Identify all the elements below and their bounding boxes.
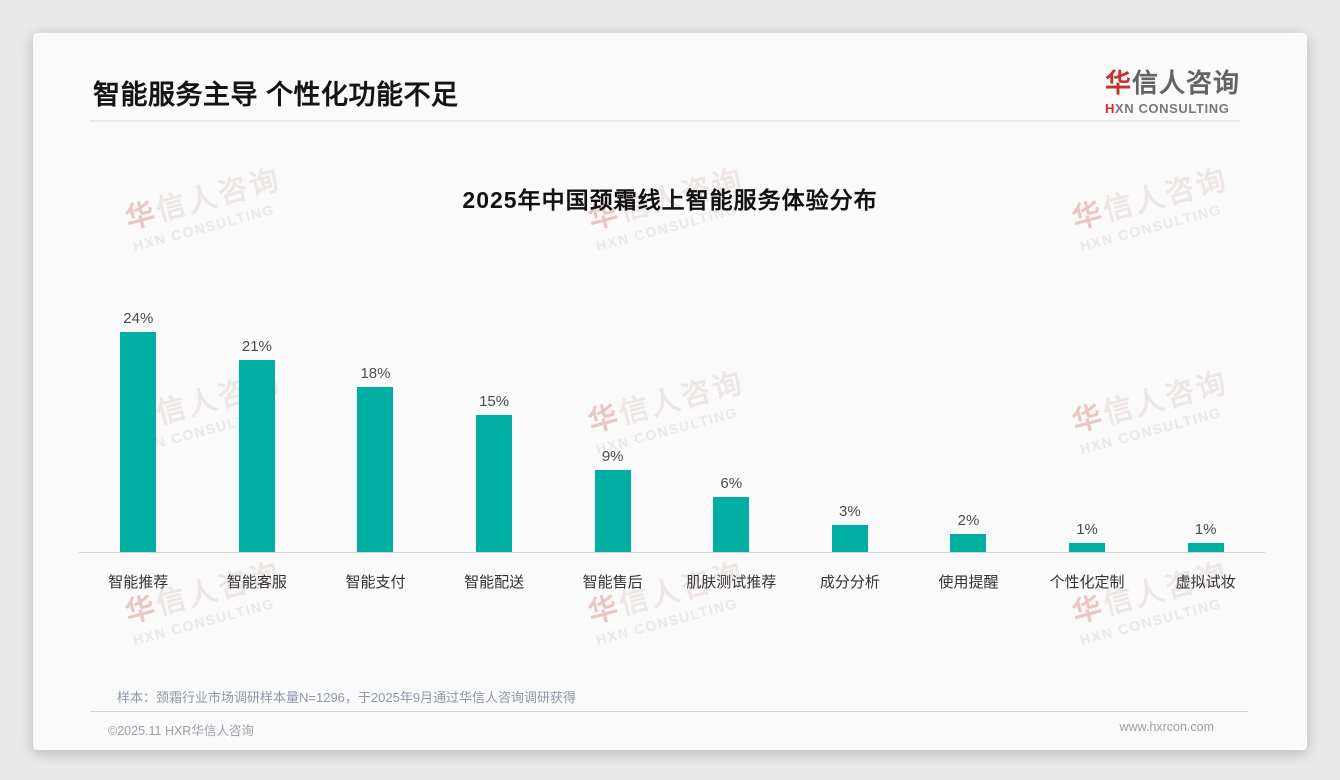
bar (238, 360, 275, 552)
brand-logo-en-rest: XN CONSULTING (1114, 101, 1230, 116)
brand-logo-cn-accent: 华 (1104, 68, 1132, 98)
brand-logo-cn: 华信人咨询 (1105, 63, 1240, 100)
footer: ©2025.11 HXR华信人咨询 www.hxrcon.com (33, 720, 1307, 739)
brand-logo-en-accent: H (1104, 101, 1115, 116)
bar (950, 534, 987, 552)
category-axis: 智能推荐 智能客服 智能支付 智能配送 智能售后 肌肤测试推荐 成分分析 使用提醒 个性化定制 虚… (79, 553, 1265, 592)
bar (357, 387, 394, 552)
bar-column: 24% (79, 310, 198, 552)
footer-divider (90, 711, 1248, 712)
bar-value-label: 24% (123, 310, 154, 327)
bar (831, 525, 868, 552)
bar-column: 6% (672, 475, 791, 552)
bar (1187, 543, 1224, 552)
bar-column: 1% (1146, 521, 1265, 552)
bar-value-label: 6% (720, 475, 743, 492)
bar (594, 470, 631, 552)
category-label: 虚拟试妆 (1175, 574, 1236, 591)
category-label: 肌肤测试推荐 (686, 574, 777, 591)
category-label: 智能配送 (464, 574, 525, 591)
page-title: 智能服务主导 个性化功能不足 (93, 80, 459, 110)
bar-column: 2% (909, 512, 1028, 552)
bar-value-label: 18% (360, 365, 391, 382)
bar-column: 18% (316, 365, 435, 552)
category-label: 智能售后 (582, 574, 643, 591)
bar (120, 332, 157, 552)
bar-value-label: 3% (839, 503, 861, 520)
bar-value-label: 1% (1194, 521, 1217, 538)
bar-column: 15% (435, 393, 554, 552)
category-label: 智能支付 (345, 574, 406, 591)
bar (476, 415, 513, 552)
website-text: www.hxrcon.com (1119, 720, 1214, 734)
category-label: 智能推荐 (108, 574, 169, 591)
bar-column: 9% (553, 448, 672, 552)
report-card: 华信人咨询 HXN CONSULTING 华信人咨询 HXN CONSULTING 华信… (33, 33, 1307, 750)
category-label: 成分分析 (819, 574, 880, 591)
bar-column: 21% (198, 338, 317, 552)
bar-column: 1% (1028, 521, 1147, 552)
category-label: 智能客服 (226, 574, 287, 591)
sample-note: 样本：颈霜行业市场调研样本量N=1296，于2025年9月通过华信人咨询调研获得 (117, 690, 577, 705)
bar-value-label: 15% (479, 393, 510, 410)
brand-logo: 华信人咨询 HXN CONSULTING (1105, 63, 1240, 116)
brand-logo-en: HXN CONSULTING (1105, 101, 1240, 116)
category-label: 使用提醒 (938, 574, 999, 591)
bar-value-label: 2% (957, 512, 980, 529)
category-label: 个性化定制 (1049, 574, 1125, 591)
header-divider (90, 120, 1240, 122)
brand-logo-cn-rest: 信人咨询 (1131, 68, 1240, 98)
bar-column: 3% (791, 503, 910, 552)
bar (713, 497, 750, 552)
bar (1069, 543, 1106, 552)
bar-value-label: 1% (1076, 521, 1098, 538)
bar-value-label: 21% (241, 338, 272, 355)
chart-title: 2025年中国颈霜线上智能服务体验分布 (462, 187, 878, 213)
bar-value-label: 9% (601, 448, 624, 465)
bar-chart: 24% 21% 18% 15% 9% 6% 3% 2% 1% 1% (79, 291, 1265, 553)
copyright-text: ©2025.11 HXR华信人咨询 (108, 724, 254, 738)
